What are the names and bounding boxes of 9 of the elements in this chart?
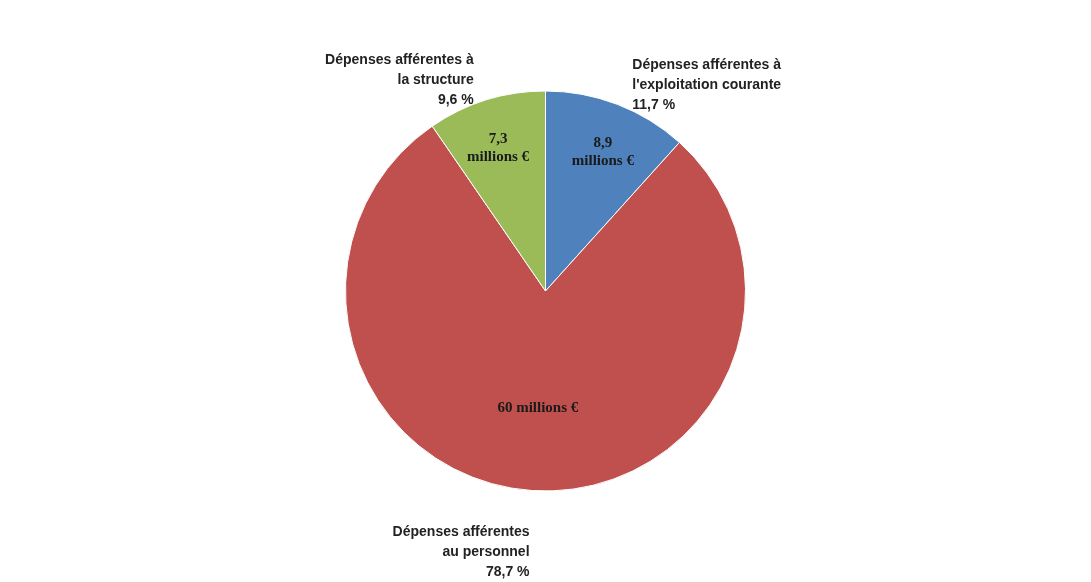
- slice-label: Dépenses afférentes à la structure: [325, 50, 474, 87]
- text: 78,7 %: [485, 563, 531, 580]
- data-label: 7,3 millions €: [467, 130, 530, 165]
- slice-label: Dépenses afférentes à l'exploitation courante: [632, 56, 782, 93]
- data-label: 8,9 millions €: [571, 133, 635, 168]
- slice-label: Dépenses afférentes au personnel: [392, 523, 530, 560]
- text: 9,6 %: [437, 90, 475, 107]
- text: 11,7 %: [632, 96, 676, 113]
- data-label: 60 millions €: [497, 398, 579, 415]
